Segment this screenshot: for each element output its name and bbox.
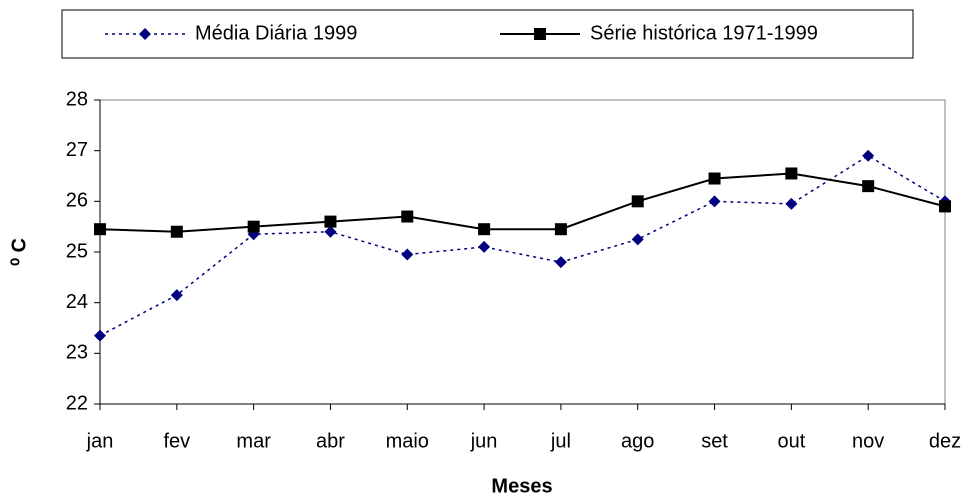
marker	[94, 329, 106, 342]
series-line	[99, 154, 946, 337]
legend-box	[61, 9, 914, 59]
x-tick-label: nov	[852, 430, 884, 452]
marker	[139, 28, 151, 40]
marker	[401, 248, 414, 261]
y-tick-label: 23	[66, 342, 88, 364]
marker	[94, 223, 106, 236]
marker	[785, 197, 798, 210]
x-axis-title: Meses	[491, 475, 552, 496]
marker	[401, 210, 414, 223]
y-tick-label: 28	[66, 88, 88, 110]
y-axis-title: ⁰ C	[8, 238, 30, 266]
y-tick-label: 22	[66, 392, 88, 414]
series-line	[99, 172, 946, 233]
marker	[708, 195, 721, 208]
x-tick-label: jul	[550, 430, 571, 452]
marker	[631, 233, 644, 246]
marker	[324, 225, 337, 238]
marker	[554, 223, 567, 236]
x-tick-label: jun	[470, 430, 498, 452]
marker	[554, 256, 567, 269]
x-tick-label: abr	[316, 430, 345, 452]
y-tick-label: 27	[66, 139, 88, 161]
marker	[939, 200, 951, 213]
legend-label: Série histórica 1971-1999	[590, 22, 818, 44]
y-tick-label: 25	[66, 240, 88, 262]
marker	[862, 149, 875, 162]
x-tick-label: mar	[236, 430, 271, 452]
y-tick-label: 24	[66, 291, 88, 313]
marker	[478, 240, 491, 253]
marker	[631, 195, 644, 208]
marker	[478, 223, 491, 236]
legend-label: Média Diária 1999	[195, 22, 357, 44]
x-tick-label: fev	[163, 430, 190, 452]
x-tick-label: set	[701, 430, 728, 452]
x-tick-label: jan	[86, 430, 114, 452]
marker	[534, 28, 546, 40]
marker	[247, 220, 260, 233]
x-tick-label: maio	[386, 430, 429, 452]
marker	[170, 289, 183, 302]
marker	[324, 215, 337, 228]
x-tick-label: dez	[929, 430, 961, 452]
y-tick-label: 26	[66, 190, 88, 212]
marker	[170, 225, 183, 238]
x-tick-label: ago	[621, 430, 654, 452]
x-tick-label: out	[777, 430, 805, 452]
marker	[862, 180, 875, 193]
plot-area	[99, 99, 946, 405]
marker	[785, 167, 798, 180]
marker	[708, 172, 721, 185]
